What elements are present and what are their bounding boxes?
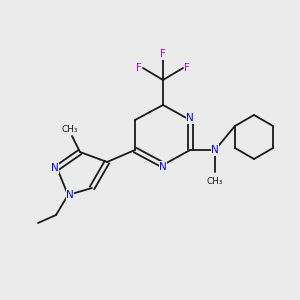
Text: N: N <box>51 163 59 173</box>
Text: F: F <box>136 63 142 73</box>
Text: N: N <box>211 145 219 155</box>
Text: N: N <box>66 190 74 200</box>
Text: F: F <box>160 49 166 59</box>
Text: F: F <box>184 63 190 73</box>
Text: CH₃: CH₃ <box>207 177 223 186</box>
Text: N: N <box>186 113 194 123</box>
Text: CH₃: CH₃ <box>62 124 78 134</box>
Text: N: N <box>159 162 167 172</box>
